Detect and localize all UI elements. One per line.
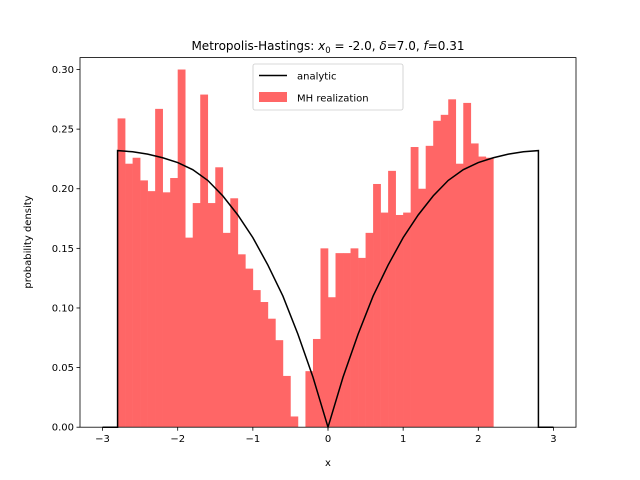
histogram-bar (388, 170, 396, 428)
chart-title: Metropolis-Hastings: x0 = -2.0, δ=7.0, f… (191, 39, 464, 56)
histogram-bar (275, 340, 284, 428)
y-tick-label: 0.30 (52, 65, 74, 76)
legend-analytic-label: analytic (297, 72, 337, 83)
histogram-bar (343, 253, 351, 428)
histogram-bar (470, 143, 479, 428)
histogram-bar (305, 371, 314, 428)
x-tick-label: 0 (325, 434, 331, 445)
histogram-bar (245, 268, 254, 428)
histogram-bar (440, 114, 449, 428)
x-tick-label: 1 (400, 434, 406, 445)
x-tick-label: 3 (550, 434, 556, 445)
histogram-bar (312, 338, 321, 428)
legend-mh-label: MH realization (297, 94, 369, 105)
histogram-bar (418, 188, 426, 428)
histogram-bar (252, 290, 261, 428)
histogram-bar (463, 102, 472, 428)
legend: analytic MH realization (252, 63, 404, 111)
histogram-bar (237, 254, 246, 428)
histogram-bar (478, 156, 487, 428)
histogram-bar (132, 157, 141, 428)
legend-frame (252, 63, 404, 111)
y-tick-label: 0.00 (52, 423, 74, 434)
y-tick-label: 0.10 (52, 303, 74, 314)
x-tick-label: −2 (170, 434, 185, 445)
histogram-bar (162, 192, 171, 428)
histogram-bar (365, 232, 374, 428)
x-axis-label: x (325, 458, 331, 469)
y-axis-label: probability density (23, 195, 34, 288)
histogram-bar (380, 212, 389, 428)
histogram-bar (170, 178, 178, 428)
histogram-bar (350, 248, 359, 428)
histogram-bar (260, 302, 269, 428)
histogram-bar (282, 375, 291, 428)
histogram-bar (230, 198, 239, 428)
histogram-bar (455, 163, 464, 428)
histogram-bar (155, 108, 163, 428)
histogram-bar (267, 318, 276, 428)
x-tick-label: 2 (475, 434, 481, 445)
histogram-bar (358, 257, 366, 428)
x-tick-label: −3 (95, 434, 110, 445)
x-tick-label: −1 (245, 434, 260, 445)
y-tick-label: 0.05 (52, 363, 74, 374)
y-tick-label: 0.15 (52, 244, 74, 255)
histogram-bar (425, 145, 434, 428)
histogram-bar (328, 297, 336, 428)
histogram-bar (222, 232, 231, 428)
histogram-bar (207, 203, 216, 428)
histogram-bar (395, 214, 404, 428)
histogram-bar (485, 157, 494, 428)
y-tick-label: 0.25 (52, 125, 74, 136)
histogram-bar (147, 191, 156, 428)
histogram-bar (403, 212, 411, 428)
histogram-bar (290, 416, 299, 428)
histogram-bar (192, 203, 201, 428)
histogram-bar (320, 248, 329, 428)
histogram-bar (177, 69, 186, 428)
histogram-bar (448, 99, 457, 428)
x-axis-ticks: −3 −2 −1 0 1 2 3 (95, 427, 557, 445)
histogram-bar (335, 253, 344, 428)
histogram-bars (117, 69, 494, 428)
histogram-bar (373, 183, 381, 428)
histogram-bar (215, 167, 224, 428)
histogram-bar (117, 118, 126, 428)
y-axis-ticks: 0.00 0.05 0.10 0.15 0.20 0.25 0.30 (52, 65, 80, 434)
histogram-bar (200, 94, 209, 428)
y-tick-label: 0.20 (52, 184, 74, 195)
histogram-bar (185, 237, 194, 428)
legend-mh-swatch (259, 92, 287, 102)
histogram-bar (433, 120, 442, 428)
histogram-bar (140, 180, 148, 428)
histogram-bar (410, 147, 419, 428)
histogram-bar (125, 163, 133, 428)
